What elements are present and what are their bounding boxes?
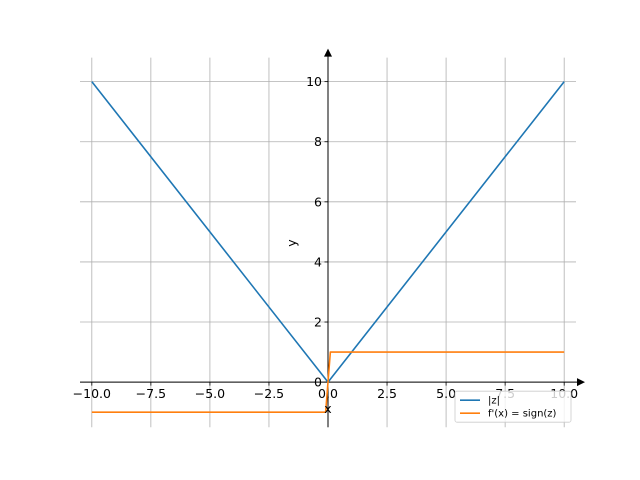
- y-tick-label: 2: [314, 315, 322, 330]
- y-tick-label: 6: [314, 194, 322, 209]
- series-line-1: [91, 351, 565, 413]
- x-axis-label: x: [324, 401, 331, 416]
- y-tick-label: 4: [314, 254, 322, 269]
- series: [91, 81, 565, 413]
- y-tick-label: 8: [314, 134, 322, 149]
- y-axis-label: y: [284, 239, 299, 247]
- x-tick-label: 2.5: [377, 386, 397, 401]
- x-axis-arrow: [577, 378, 585, 387]
- x-tick-label: −7.5: [136, 386, 166, 401]
- legend: |z| f'(x) = sign(z): [454, 390, 572, 423]
- y-axis-arrow: [324, 48, 332, 57]
- x-tick-label: −2.5: [254, 386, 284, 401]
- x-tick-label: −10.0: [73, 386, 111, 401]
- x-tick-label: 0.0: [318, 386, 338, 401]
- x-tick-label: 5.0: [436, 386, 456, 401]
- y-tick-label: 0: [314, 375, 322, 390]
- legend-box: [454, 390, 572, 423]
- legend-entry: |z|: [488, 396, 500, 407]
- legend-entry: f'(x) = sign(z): [488, 409, 557, 420]
- x-tick-label: −5.0: [195, 386, 225, 401]
- y-tick-label: 10: [306, 74, 322, 89]
- axes: [80, 48, 585, 428]
